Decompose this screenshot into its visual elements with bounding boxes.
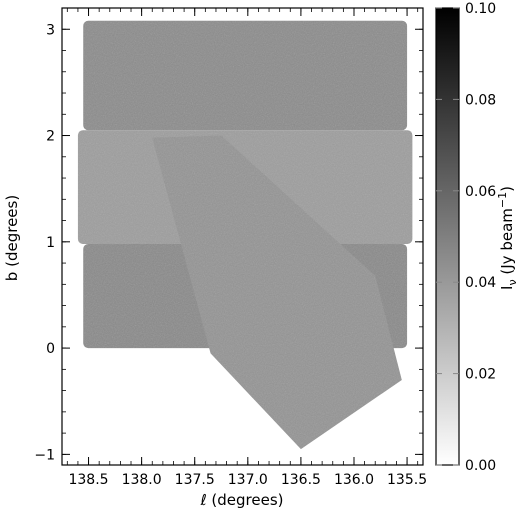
y-tick-label: 1 (46, 235, 55, 251)
x-tick-label: 137.0 (228, 472, 268, 488)
x-tick-label: 137.5 (175, 472, 215, 488)
colorbar (435, 7, 460, 466)
x-tick-label: 136.5 (281, 472, 321, 488)
x-tick-label: 138.5 (68, 472, 108, 488)
colorbar-tick-label: 0.02 (465, 367, 496, 383)
colorbar-tick-label: 0.06 (465, 184, 496, 200)
x-tick-label: 136.0 (334, 472, 374, 488)
intensity-map (77, 20, 413, 450)
map-region-1 (83, 20, 408, 131)
y-axis-title: b (degrees) (3, 195, 21, 281)
colorbar-tick-label: 0.10 (465, 1, 496, 17)
colorbar-title: Iν (Jy beam−1) (496, 186, 519, 290)
x-axis-title: ℓ (degrees) (199, 491, 283, 509)
plot-frame (61, 7, 424, 466)
x-axis-ticks: 138.5 138.0 137.5 137.0 136.5 136.0 135.5 (66, 8, 427, 488)
colorbar-tick-label: 0.04 (465, 275, 496, 291)
y-tick-label: 2 (46, 129, 55, 145)
y-tick-label: 3 (46, 22, 55, 38)
x-tick-label: 135.5 (387, 472, 427, 488)
colorbar-tick-label: 0.00 (465, 458, 496, 474)
y-tick-label: 0 (46, 341, 55, 357)
y-axis-ticks: −1 0 1 2 3 (34, 22, 423, 463)
colorbar-tick-label: 0.08 (465, 92, 496, 108)
y-tick-label: −1 (34, 447, 55, 463)
map-region-4 (152, 135, 402, 450)
x-tick-label: 138.0 (122, 472, 162, 488)
colorbar-ticks: 0.00 0.02 0.04 0.06 0.08 0.10 (436, 1, 496, 474)
